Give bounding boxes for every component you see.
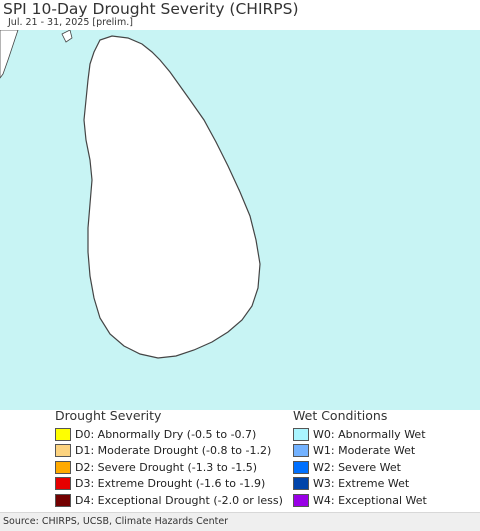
legend-label-d3: D3: Extreme Drought (-1.6 to -1.9) (75, 477, 266, 491)
swatch-w3 (293, 477, 309, 491)
drought-map (0, 30, 480, 410)
swatch-d2 (55, 460, 71, 474)
source-bar: Source: CHIRPS, UCSB, Climate Hazards Ce… (0, 512, 480, 531)
wet-legend: Wet Conditions W0: Abnormally Wet W1: Mo… (293, 408, 427, 509)
neighbor-land-islet (61, 30, 73, 43)
map-title: SPI 10-Day Drought Severity (CHIRPS) (3, 0, 299, 18)
legend-label-w2: W2: Severe Wet (313, 460, 401, 474)
legend-item-w1: W1: Moderate Wet (293, 443, 427, 460)
wet-legend-heading: Wet Conditions (293, 408, 388, 423)
swatch-w2 (293, 460, 309, 474)
legend-label-d0: D0: Abnormally Dry (-0.5 to -0.7) (75, 427, 257, 441)
swatch-d4 (55, 493, 71, 507)
legend-label-d2: D2: Severe Drought (-1.3 to -1.5) (75, 460, 258, 474)
swatch-d1 (55, 444, 71, 458)
map-svg (0, 30, 480, 410)
swatch-w4 (293, 493, 309, 507)
swatch-w1 (293, 444, 309, 458)
legend-label-d1: D1: Moderate Drought (-0.8 to -1.2) (75, 444, 272, 458)
legend-label-w4: W4: Exceptional Wet (313, 493, 427, 507)
legend-label-w3: W3: Extreme Wet (313, 477, 410, 491)
legend-item-w0: W0: Abnormally Wet (293, 426, 427, 443)
legend-item-d2: D2: Severe Drought (-1.3 to -1.5) (55, 459, 283, 476)
legend-label-w1: W1: Moderate Wet (313, 444, 416, 458)
legend-item-w2: W2: Severe Wet (293, 459, 427, 476)
legend-item-d3: D3: Extreme Drought (-1.6 to -1.9) (55, 476, 283, 493)
legend-item-d1: D1: Moderate Drought (-0.8 to -1.2) (55, 443, 283, 460)
legend-item-d4: D4: Exceptional Drought (-2.0 or less) (55, 492, 283, 509)
drought-legend: Drought Severity D0: Abnormally Dry (-0.… (55, 408, 283, 509)
swatch-d3 (55, 477, 71, 491)
swatch-w0 (293, 427, 309, 441)
swatch-d0 (55, 427, 71, 441)
legend-item-w4: W4: Exceptional Wet (293, 492, 427, 509)
legend-item-w3: W3: Extreme Wet (293, 476, 427, 493)
drought-legend-heading: Drought Severity (55, 408, 162, 423)
neighbor-land-india (0, 30, 19, 79)
source-text: Source: CHIRPS, UCSB, Climate Hazards Ce… (3, 516, 229, 527)
legend-item-d0: D0: Abnormally Dry (-0.5 to -0.7) (55, 426, 283, 443)
legend-label-w0: W0: Abnormally Wet (313, 427, 426, 441)
map-subtitle: Jul. 21 - 31, 2025 [prelim.] (8, 17, 133, 28)
legend-label-d4: D4: Exceptional Drought (-2.0 or less) (75, 493, 283, 507)
